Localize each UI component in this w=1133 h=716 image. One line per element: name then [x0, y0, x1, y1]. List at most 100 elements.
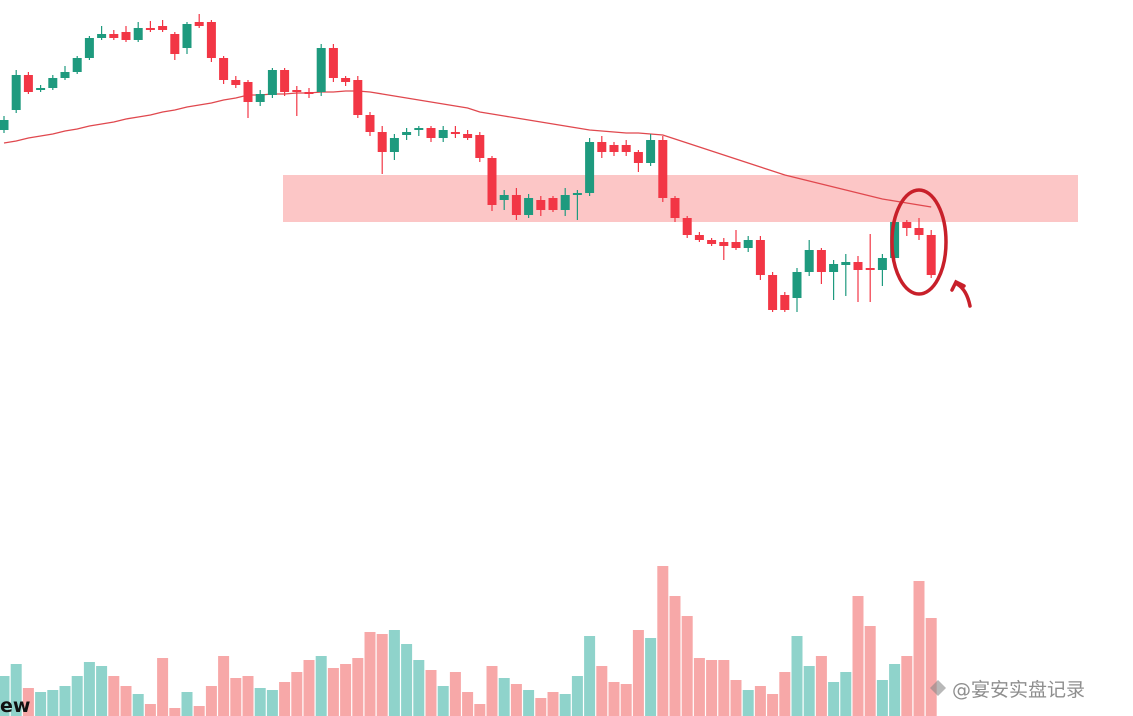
candle-body: [731, 242, 741, 248]
volume-bar: [754, 686, 766, 716]
volume-bar: [803, 666, 815, 716]
volume-bar: [632, 630, 644, 716]
volume-bar: [157, 658, 169, 716]
volume-bar: [437, 686, 449, 716]
candle-body: [292, 90, 302, 92]
volume-pane: [0, 566, 937, 716]
volume-bar: [218, 656, 230, 716]
candle-body: [414, 128, 424, 130]
volume-bar: [693, 658, 705, 716]
candle-body: [621, 145, 631, 152]
candle-body: [646, 140, 656, 163]
candle-body: [109, 34, 119, 38]
volume-bar: [645, 638, 657, 716]
candle-body: [755, 240, 765, 275]
candle-body: [72, 58, 82, 72]
volume-bar: [559, 694, 571, 716]
candle-body: [206, 22, 216, 58]
candle-body: [585, 142, 595, 193]
candle-body: [48, 78, 58, 88]
volume-bar: [388, 630, 400, 716]
candle-body: [829, 264, 839, 272]
volume-bar: [108, 676, 120, 716]
volume-bar: [730, 680, 742, 716]
volume-bar: [596, 666, 608, 716]
volume-bar: [876, 680, 888, 716]
candle-body: [890, 222, 900, 258]
candle-body: [670, 198, 680, 218]
candle-body: [84, 38, 94, 58]
volume-bar: [327, 668, 339, 716]
candle-body: [926, 235, 936, 275]
volume-bar: [901, 656, 913, 716]
candle-body: [804, 250, 814, 272]
candle-body: [36, 88, 46, 90]
candle-body: [511, 195, 521, 215]
candle-body: [609, 145, 619, 152]
volume-bar: [828, 682, 840, 716]
highlight-circle: [890, 188, 948, 296]
volume-bar: [266, 690, 278, 716]
candle-body: [426, 128, 436, 138]
candle-body: [853, 262, 863, 270]
candle-body: [816, 250, 826, 272]
volume-bar: [571, 676, 583, 716]
candle-body: [438, 130, 448, 138]
candle-body: [841, 262, 851, 265]
volume-bar: [71, 676, 83, 716]
candle-body: [243, 82, 253, 102]
candle-body: [341, 78, 351, 82]
candle-body: [792, 272, 802, 298]
candle-body: [267, 70, 277, 95]
candles: [0, 14, 936, 312]
candle-body: [877, 258, 887, 270]
zone: [283, 175, 1078, 222]
volume-bar: [401, 644, 413, 716]
candle-body: [450, 132, 460, 134]
candle-body: [914, 228, 924, 235]
zone-layer: [283, 175, 1078, 222]
candle-body: [11, 75, 21, 110]
volume-bar: [767, 694, 779, 716]
volume-bar: [35, 692, 47, 716]
volume-bar: [742, 690, 754, 716]
candle-body: [231, 80, 241, 85]
volume-bar: [510, 684, 522, 716]
volume-bar: [462, 692, 474, 716]
volume-bar: [10, 664, 22, 716]
volume-bar: [291, 672, 303, 716]
volume-bar: [352, 658, 364, 716]
ma-layer: [3, 90, 932, 208]
volume-bar: [303, 660, 315, 716]
volume-bar: [364, 632, 376, 716]
candle-body: [682, 218, 692, 235]
volume-bar: [47, 690, 59, 716]
candle-body: [170, 34, 180, 54]
volume-bar: [413, 660, 425, 716]
candle-body: [524, 198, 534, 215]
volume-bar: [120, 686, 132, 716]
volume-bar: [535, 698, 547, 716]
volume-bar: [584, 636, 596, 716]
candle-body: [23, 75, 33, 92]
volume-bar: [852, 596, 864, 716]
candle-body: [487, 158, 497, 205]
volume-bar: [779, 672, 791, 716]
volume-bar: [315, 656, 327, 716]
candle-body: [389, 138, 399, 152]
candle-body: [475, 135, 485, 158]
volume-bar: [681, 616, 693, 716]
watermark: @宴安实盘记录: [952, 678, 1085, 701]
volume-bar: [925, 618, 937, 716]
candle-body: [194, 22, 204, 26]
candle-body: [865, 268, 875, 270]
candle-body: [597, 142, 607, 152]
candle-body: [902, 222, 912, 228]
volume-bar: [620, 684, 632, 716]
candle-body: [768, 275, 778, 310]
volume-bar: [144, 704, 156, 716]
volume-bar: [486, 666, 498, 716]
volume-bar: [205, 686, 217, 716]
